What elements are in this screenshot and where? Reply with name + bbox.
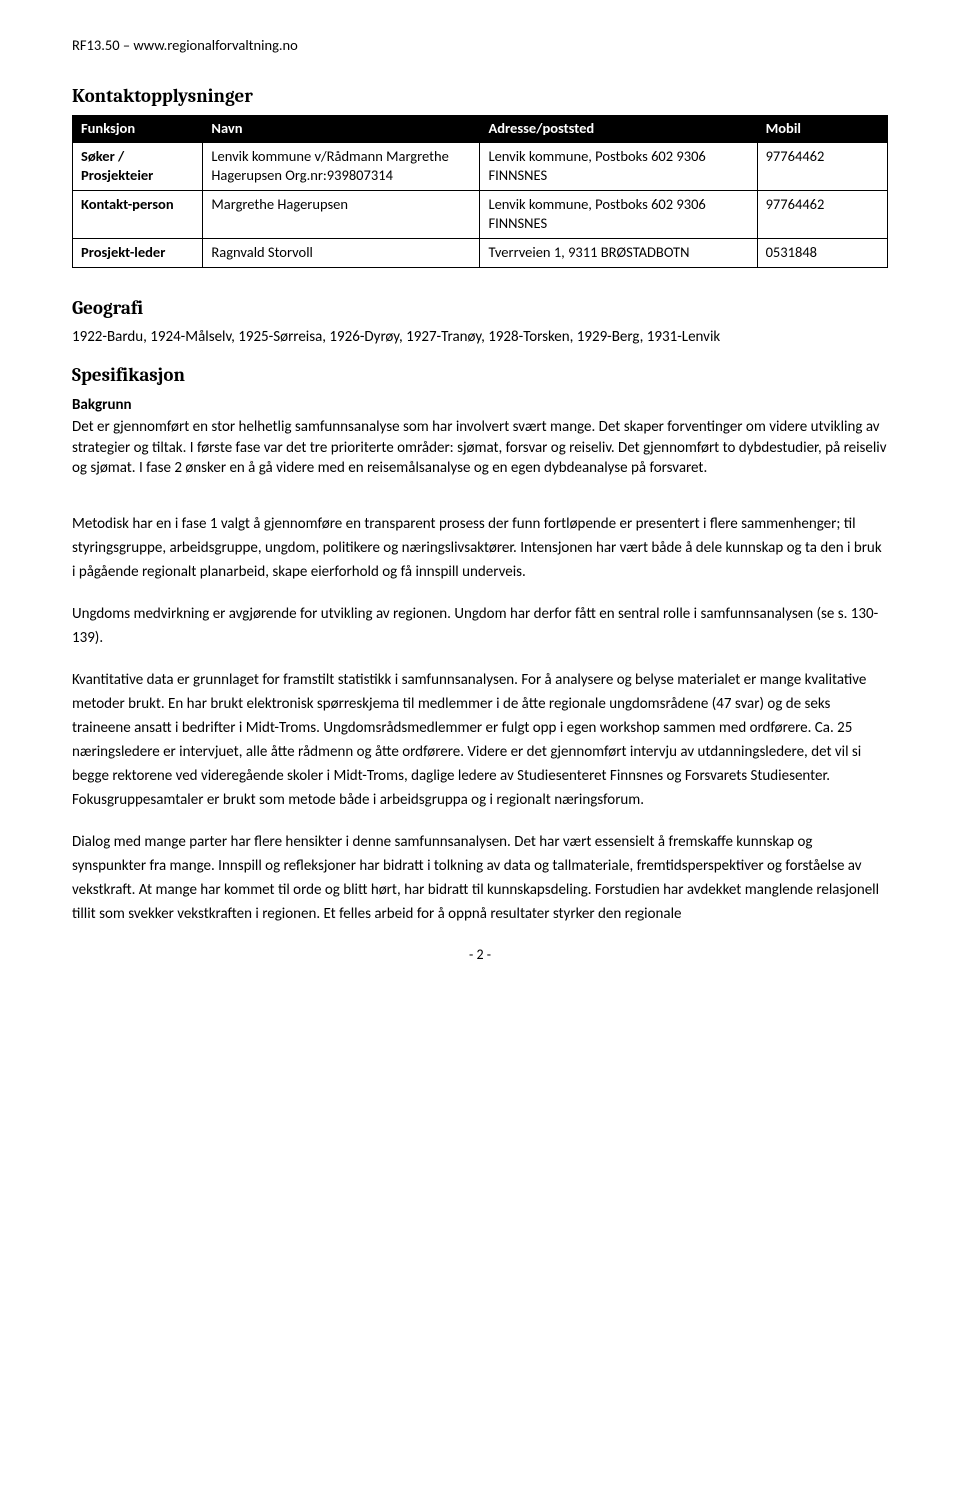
page-number: - 2 - xyxy=(72,946,888,965)
table-header-row: Funksjon Navn Adresse/poststed Mobil xyxy=(73,116,888,143)
th-mobil: Mobil xyxy=(757,116,887,143)
header-reference: RF13.50 – www.regionalforvaltning.no xyxy=(72,36,888,56)
cell-navn: Lenvik kommune v/Rådmann Margrethe Hager… xyxy=(203,142,480,190)
cell-adresse: Tverrveien 1, 9311 BRØSTADBOTN xyxy=(480,239,757,268)
paragraph-5: Dialog med mange parter har flere hensik… xyxy=(72,830,888,926)
th-adresse: Adresse/poststed xyxy=(480,116,757,143)
section-title-geografi: Geografi xyxy=(72,296,888,322)
paragraph-3: Ungdoms medvirkning er avgjørende for ut… xyxy=(72,602,888,650)
paragraph-4: Kvantitative data er grunnlaget for fram… xyxy=(72,668,888,812)
cell-adresse: Lenvik kommune, Postboks 602 9306 FINNSN… xyxy=(480,142,757,190)
th-funksjon: Funksjon xyxy=(73,116,203,143)
cell-mobil: 97764462 xyxy=(757,142,887,190)
cell-navn: Ragnvald Storvoll xyxy=(203,239,480,268)
section-title-spesifikasjon: Spesifikasjon xyxy=(72,363,888,389)
paragraph-1: Det er gjennomført en stor helhetlig sam… xyxy=(72,417,888,478)
table-row: Kontakt-person Margrethe Hagerupsen Lenv… xyxy=(73,190,888,238)
cell-mobil: 97764462 xyxy=(757,190,887,238)
cell-funksjon: Kontakt-person xyxy=(73,190,203,238)
cell-funksjon: Søker / Prosjekteier xyxy=(73,142,203,190)
subheading-bakgrunn: Bakgrunn xyxy=(72,395,888,415)
cell-funksjon: Prosjekt-leder xyxy=(73,239,203,268)
paragraph-2: Metodisk har en i fase 1 valgt å gjennom… xyxy=(72,512,888,584)
cell-navn: Margrethe Hagerupsen xyxy=(203,190,480,238)
cell-adresse: Lenvik kommune, Postboks 602 9306 FINNSN… xyxy=(480,190,757,238)
section-title-kontakt: Kontaktopplysninger xyxy=(72,84,888,110)
geografi-text: 1922-Bardu, 1924-Målselv, 1925-Sørreisa,… xyxy=(72,327,888,347)
th-navn: Navn xyxy=(203,116,480,143)
table-row: Prosjekt-leder Ragnvald Storvoll Tverrve… xyxy=(73,239,888,268)
table-row: Søker / Prosjekteier Lenvik kommune v/Rå… xyxy=(73,142,888,190)
contact-table: Funksjon Navn Adresse/poststed Mobil Søk… xyxy=(72,115,888,267)
cell-mobil: 0531848 xyxy=(757,239,887,268)
